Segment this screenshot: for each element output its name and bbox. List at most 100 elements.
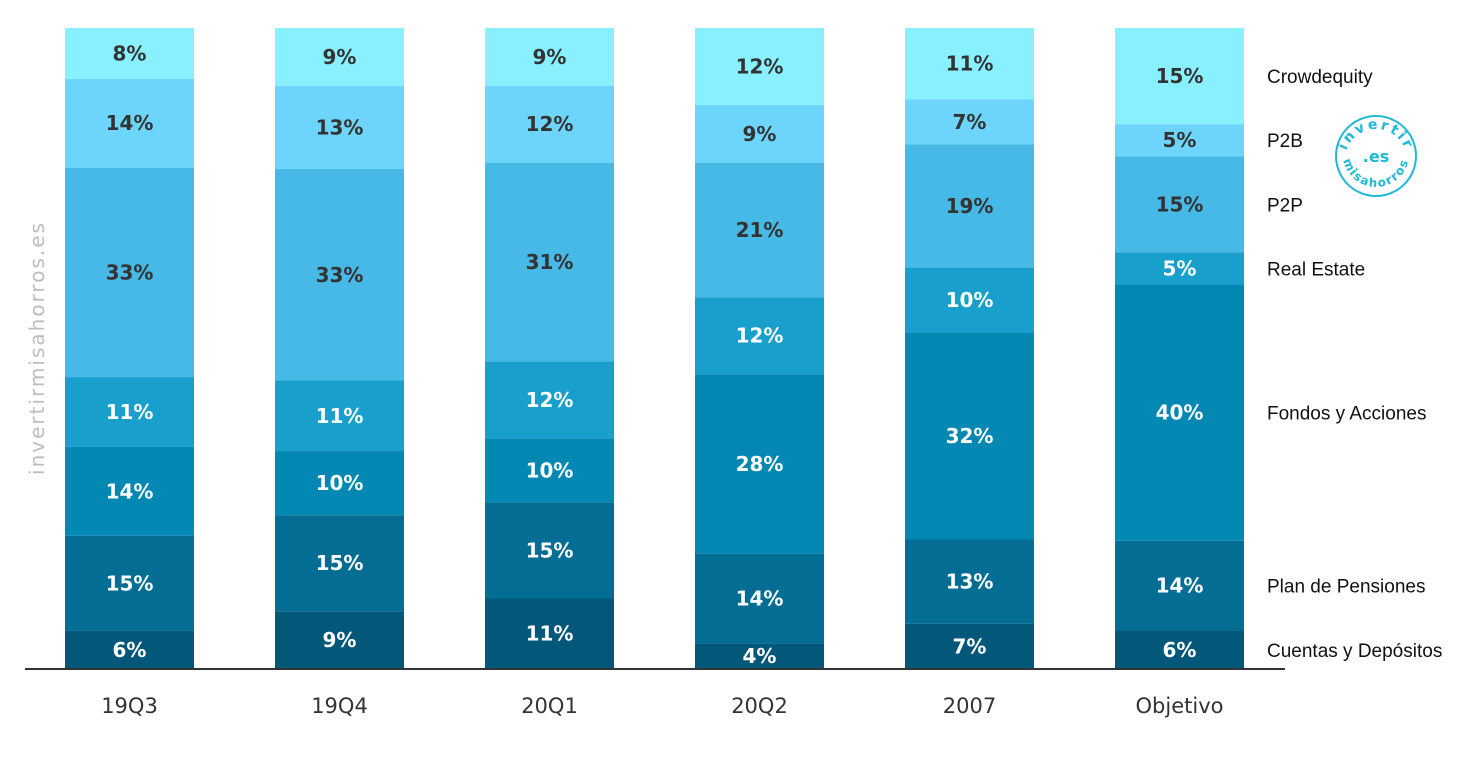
- bar-20q1-crowdequity: [485, 28, 614, 86]
- data-label-19q3-p2p: 33%: [106, 260, 154, 284]
- data-label-2007-crowdequity: 11%: [946, 52, 994, 76]
- data-label-20q2-plan-de-pensiones: 14%: [736, 586, 784, 610]
- bar-20q2-p2p: [695, 162, 824, 298]
- bar-objetivo-plan-de-pensiones: [1115, 540, 1244, 631]
- legend-item-cuentas-y-depositos: Cuentas y Depósitos: [1267, 641, 1442, 662]
- bar-19q3-real-estate: [65, 377, 194, 447]
- bar-2007-crowdequity: [905, 28, 1034, 100]
- data-label-20q2-cuentas-y-depositos: 4%: [743, 644, 777, 668]
- bar-20q2-p2b: [695, 104, 824, 163]
- data-label-2007-p2p: 19%: [946, 194, 994, 218]
- bar-20q2-fondos-y-acciones: [695, 374, 824, 554]
- category-labels-group: 19Q3 19Q4 20Q1 20Q2 2007 Objetivo: [101, 694, 1223, 718]
- bar-objetivo-fondos-y-acciones: [1115, 284, 1244, 541]
- bar-20q1-fondos-y-acciones: [485, 438, 614, 503]
- data-label-19q3-cuentas-y-depositos: 6%: [113, 638, 147, 662]
- data-label-20q1-p2p: 31%: [526, 250, 574, 274]
- bar-20q1-p2b: [485, 85, 614, 163]
- bar-19q3-crowdequity: [65, 28, 194, 79]
- x-tick-label-20q2: 20Q2: [731, 694, 788, 718]
- bar-objetivo-crowdequity: [1115, 28, 1244, 125]
- bar-19q4-p2b: [275, 85, 404, 170]
- data-label-2007-plan-de-pensiones: 13%: [946, 570, 994, 594]
- data-label-objetivo-crowdequity: 15%: [1156, 64, 1204, 88]
- bar-20q2-real-estate: [695, 297, 824, 375]
- data-label-19q3-fondos-y-acciones: 14%: [106, 479, 154, 503]
- data-label-19q4-crowdequity: 9%: [323, 45, 357, 69]
- bar-19q3-p2b: [65, 78, 194, 168]
- bar-20q1-cuentas-y-depositos: [485, 598, 614, 669]
- logo-middle-text: .es: [1363, 147, 1389, 166]
- data-label-20q2-crowdequity: 12%: [736, 54, 784, 78]
- data-label-20q2-real-estate: 12%: [736, 324, 784, 348]
- bar-20q2-cuentas-y-depositos: [695, 643, 824, 669]
- bar-2007-plan-de-pensiones: [905, 539, 1034, 624]
- bar-19q3-plan-de-pensiones: [65, 535, 194, 631]
- data-label-objetivo-cuentas-y-depositos: 6%: [1163, 638, 1197, 662]
- bar-20q1-plan-de-pensiones: [485, 502, 614, 599]
- data-label-19q4-fondos-y-acciones: 10%: [316, 471, 364, 495]
- legend-item-fondos-y-acciones: Fondos y Acciones: [1267, 404, 1426, 425]
- data-label-objetivo-p2p: 15%: [1156, 192, 1204, 216]
- bar-2007-fondos-y-acciones: [905, 332, 1034, 540]
- bar-2007-real-estate: [905, 267, 1034, 333]
- legend-item-plan-de-pensiones: Plan de Pensiones: [1267, 577, 1425, 598]
- x-tick-label-19q4: 19Q4: [311, 694, 368, 718]
- bar-20q1-real-estate: [485, 361, 614, 439]
- legend-item-p2p: P2P: [1267, 195, 1303, 216]
- bar-19q4-real-estate: [275, 380, 404, 452]
- data-label-20q2-fondos-y-acciones: 28%: [736, 452, 784, 476]
- data-label-19q4-p2b: 13%: [316, 115, 364, 139]
- bar-20q1-p2p: [485, 162, 614, 362]
- data-label-20q2-p2p: 21%: [736, 218, 784, 242]
- data-label-objetivo-plan-de-pensiones: 14%: [1156, 574, 1204, 598]
- data-label-2007-fondos-y-acciones: 32%: [946, 424, 994, 448]
- data-label-objetivo-real-estate: 5%: [1163, 256, 1197, 280]
- data-label-20q2-p2b: 9%: [743, 122, 777, 146]
- bar-objetivo-real-estate: [1115, 252, 1244, 285]
- data-label-20q1-real-estate: 12%: [526, 388, 574, 412]
- x-tick-label-2007: 2007: [943, 694, 996, 718]
- data-label-2007-cuentas-y-depositos: 7%: [953, 634, 987, 658]
- logo-circle: [1335, 115, 1417, 197]
- data-label-20q1-fondos-y-acciones: 10%: [526, 458, 574, 482]
- bar-19q3-fondos-y-acciones: [65, 446, 194, 536]
- x-tick-label-objetivo: Objetivo: [1136, 694, 1224, 718]
- bar-20q2-plan-de-pensiones: [695, 553, 824, 644]
- data-label-19q4-p2p: 33%: [316, 263, 364, 287]
- data-label-2007-real-estate: 10%: [946, 288, 994, 312]
- data-label-19q3-crowdequity: 8%: [113, 41, 147, 65]
- bar-2007-cuentas-y-depositos: [905, 623, 1034, 669]
- data-label-19q4-real-estate: 11%: [316, 404, 364, 428]
- x-tick-label-19q3: 19Q3: [101, 694, 158, 718]
- bar-19q4-plan-de-pensiones: [275, 515, 404, 612]
- brand-logo: invertir .es misahorros: [1335, 115, 1417, 197]
- data-label-19q3-plan-de-pensiones: 15%: [106, 571, 154, 595]
- bars-group: [65, 28, 1244, 669]
- bar-objetivo-cuentas-y-depositos: [1115, 630, 1244, 669]
- data-label-objetivo-p2b: 5%: [1163, 128, 1197, 152]
- legend-item-real-estate: Real Estate: [1267, 259, 1365, 280]
- legend-item-crowdequity: Crowdequity: [1267, 67, 1373, 88]
- watermark-text: invertirmisahorros.es: [25, 221, 49, 475]
- segment-labels-group: 6% 15% 14% 11% 33% 14% 8% 9% 15% 10% 11% 33% 13% 9% 11…: [106, 41, 1204, 668]
- data-label-20q1-p2b: 12%: [526, 112, 574, 136]
- bar-2007-p2p: [905, 144, 1034, 268]
- data-label-19q3-real-estate: 11%: [106, 400, 154, 424]
- bar-19q4-fondos-y-acciones: [275, 451, 404, 516]
- data-label-objetivo-fondos-y-acciones: 40%: [1156, 401, 1204, 425]
- data-label-19q4-cuentas-y-depositos: 9%: [323, 628, 357, 652]
- bar-2007-p2b: [905, 99, 1034, 145]
- data-label-20q1-plan-de-pensiones: 15%: [526, 538, 574, 562]
- data-label-20q1-crowdequity: 9%: [533, 45, 567, 69]
- bar-19q3-cuentas-y-depositos: [65, 630, 194, 669]
- x-tick-label-20q1: 20Q1: [521, 694, 578, 718]
- legend: Cuentas y Depósitos Plan de Pensiones Fond…: [1267, 67, 1442, 662]
- bar-20q2-crowdequity: [695, 28, 824, 105]
- data-label-19q4-plan-de-pensiones: 15%: [316, 551, 364, 575]
- bar-19q3-p2p: [65, 167, 194, 378]
- data-label-20q1-cuentas-y-depositos: 11%: [526, 622, 574, 646]
- data-label-2007-p2b: 7%: [953, 110, 987, 134]
- data-label-19q3-p2b: 14%: [106, 111, 154, 135]
